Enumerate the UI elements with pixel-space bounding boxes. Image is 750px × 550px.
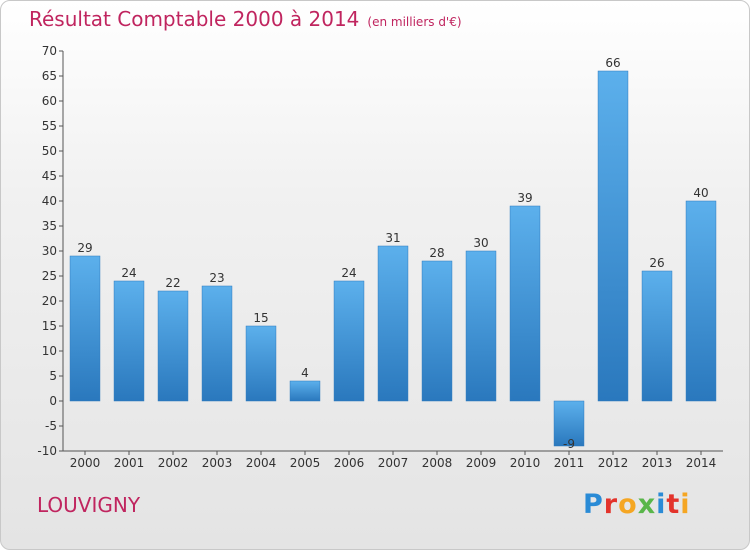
data-label: 29 [77,241,92,255]
bar [597,70,629,402]
bar [641,270,673,402]
commune-name: LOUVIGNY [37,493,141,517]
bar [245,325,277,402]
bar [509,205,541,402]
bar [685,200,717,402]
data-label: -9 [563,437,575,451]
logo-letter: o [618,489,638,520]
x-axis: 2000 2001 2002 2003 2004 2005 2006 2007 2008 2009… [63,450,723,470]
logo-letter: x [637,489,657,520]
data-label: 24 [341,266,356,280]
y-tick-label: 25 [42,269,57,283]
logo-letter: i [680,489,691,520]
y-tick-label: 50 [42,144,57,158]
x-tick-label: 2006 [334,456,365,470]
y-tick-label: 55 [42,119,57,133]
data-label: 31 [385,231,400,245]
data-labels: 29 24 22 23 15 4 24 31 28 30 39 -9 66 26 40 [77,56,708,451]
data-label: 22 [165,276,180,290]
bar [421,260,453,402]
x-tick-label: 2005 [290,456,321,470]
title-unit: (en milliers d'€) [367,15,462,29]
x-tick-label: 2011 [554,456,585,470]
y-tick-label: 70 [42,44,57,58]
y-tick-label: 10 [42,344,57,358]
x-tick-label: 2001 [114,456,145,470]
data-label: 15 [253,311,268,325]
data-label: 39 [517,191,532,205]
y-tick-label: 30 [42,244,57,258]
y-axis: -10 -5 0 5 10 15 20 25 30 35 40 45 50 55 60 65 70 [37,44,64,458]
bars [69,70,717,447]
bar [553,400,585,447]
y-tick-label: 40 [42,194,57,208]
logo-letter: P [583,489,604,520]
x-tick-label: 2004 [246,456,277,470]
data-label: 30 [473,236,488,250]
data-label: 28 [429,246,444,260]
data-label: 26 [649,256,664,270]
bar [333,280,365,402]
bar [201,285,233,402]
x-tick-label: 2002 [158,456,189,470]
x-tick-label: 2009 [466,456,497,470]
y-tick-label: 20 [42,294,57,308]
data-label: 24 [121,266,136,280]
x-tick-label: 2007 [378,456,409,470]
x-tick-label: 2014 [686,456,717,470]
proxiti-logo: Proxiti [583,489,691,520]
y-tick-label: -10 [37,444,57,458]
data-label: 23 [209,271,224,285]
y-tick-label: 60 [42,94,57,108]
logo-letter: t [666,489,681,520]
bar [113,280,145,402]
bar [157,290,189,402]
x-tick-label: 2012 [598,456,629,470]
logo-letter: i [656,489,667,520]
x-tick-label: 2003 [202,456,233,470]
data-label: 40 [693,186,708,200]
bar [465,250,497,402]
y-tick-label: 45 [42,169,57,183]
title-main: Résultat Comptable 2000 à 2014 [29,7,360,31]
bar [69,255,101,402]
chart-title: Résultat Comptable 2000 à 2014 (en millie… [29,7,462,31]
x-tick-label: 2008 [422,456,453,470]
y-tick-label: 0 [49,394,57,408]
y-tick-label: -5 [45,419,57,433]
y-tick-label: 5 [49,369,57,383]
data-label: 66 [605,56,620,70]
x-tick-label: 2013 [642,456,673,470]
logo-letter: r [603,489,619,520]
y-tick-label: 15 [42,319,57,333]
y-tick-label: 65 [42,69,57,83]
bar [377,245,409,402]
x-tick-label: 2000 [70,456,101,470]
x-tick-label: 2010 [510,456,541,470]
data-label: 4 [301,366,309,380]
y-tick-label: 35 [42,219,57,233]
bar [289,380,321,402]
